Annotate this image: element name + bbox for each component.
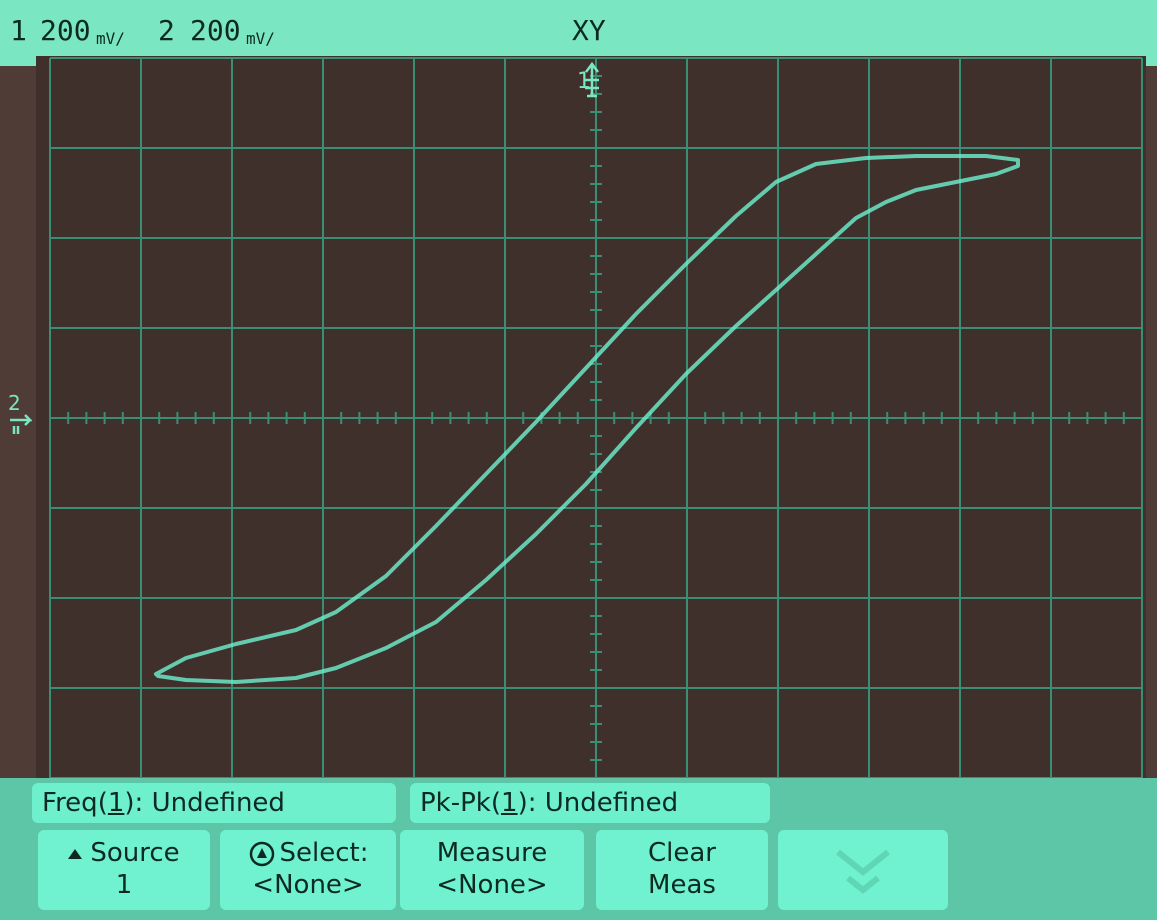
meas-channel: 1 [501,788,518,818]
control-panel: Freq(1): Undefined Pk-Pk(1): Undefined S… [0,778,1157,920]
xy-plot: 1 [49,57,1143,778]
mode-label: XY [572,14,606,47]
softkey-measure[interactable]: Measure <None> [400,830,584,910]
ch1-label: 1 [10,14,27,47]
ch2-scale: 200 [190,14,241,47]
hysteresis-trace [154,154,1020,684]
ch1-scale: 200 [40,14,91,47]
softkey-source-label: Source [38,838,210,868]
measurement-freq: Freq(1): Undefined [32,783,396,823]
status-bar: 1 200 mV/ 2 200 mV/ XY [0,0,1157,66]
ch1-arrow-icon [585,61,599,98]
softkey-select-value: <None> [252,870,364,900]
ch2-marker-label: 2 [8,392,21,415]
softkey-more[interactable] [778,830,948,910]
meas-name: Freq [42,788,98,818]
softkey-clear-value: Meas [648,870,716,900]
triangle-up-icon [68,848,83,859]
ch1-unit: mV/ [96,29,125,48]
ch2-ground-marker: 2 [8,392,32,434]
ch1-ground-marker: 1 [577,61,599,98]
meas-value: Undefined [544,788,679,818]
meas-channel: 1 [107,788,125,818]
measurement-pk-pk: Pk-Pk(1): Undefined [410,783,770,823]
graticule-screen: 1 [36,56,1146,778]
softkey-measure-value: <None> [436,870,548,900]
graticule-grid [49,57,1143,778]
softkey-select[interactable]: Select: <None> [220,830,396,910]
softkey-clear-label: Clear [648,838,716,868]
ch2-unit: mV/ [246,29,275,48]
softkey-clear-meas[interactable]: Clear Meas [596,830,768,910]
ch2-arrow-icon [10,414,32,434]
softkey-measure-label: Measure [436,838,548,868]
chevron-down-icon [836,849,890,894]
softkey-source-value: 1 [115,870,133,900]
softkey-select-label: Select: [220,838,396,868]
meas-value: Undefined [151,788,285,818]
ch2-label: 2 [158,14,175,47]
entry-knob-icon [249,841,274,866]
meas-name: Pk-Pk [420,788,491,818]
ch1-marker-label: 1 [577,69,591,94]
softkey-source[interactable]: Source 1 [38,830,210,910]
